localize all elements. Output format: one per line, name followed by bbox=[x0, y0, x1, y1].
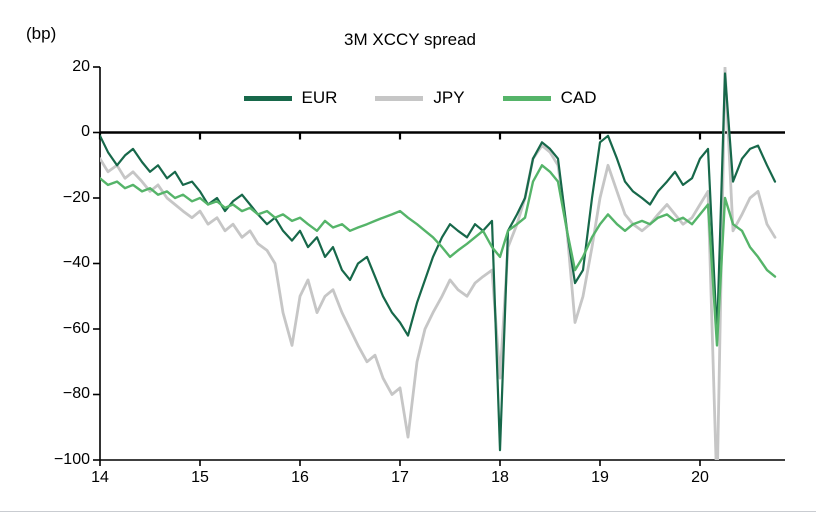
jpy-line-swatch bbox=[375, 95, 424, 101]
eur-line bbox=[100, 72, 777, 452]
y-tick-label: 20 bbox=[72, 58, 90, 75]
series-lines bbox=[100, 67, 777, 460]
y-axis-unit-label: (bp) bbox=[26, 24, 57, 43]
cad-line bbox=[100, 164, 777, 347]
eur-line-swatch bbox=[243, 95, 292, 101]
legend-item-jpy: JPY bbox=[375, 88, 465, 108]
legend-label-jpy: JPY bbox=[433, 88, 465, 107]
y-tick-label: 0 bbox=[81, 123, 90, 140]
x-tick-label: 16 bbox=[291, 469, 309, 486]
y-tick-label: −80 bbox=[62, 385, 90, 402]
cad-line-swatch bbox=[502, 95, 551, 101]
y-tick-label: −100 bbox=[53, 451, 90, 468]
axes bbox=[93, 66, 785, 466]
legend-item-eur: EUR bbox=[243, 88, 338, 108]
x-tick-label: 20 bbox=[691, 469, 709, 486]
chart-title: 3M XCCY spread bbox=[344, 30, 476, 49]
y-tick-label: −20 bbox=[62, 189, 90, 206]
page-divider bbox=[0, 511, 816, 512]
jpy-line bbox=[100, 67, 777, 460]
legend-item-cad: CAD bbox=[502, 88, 597, 108]
x-tick-label: 18 bbox=[491, 469, 509, 486]
x-tick-label: 19 bbox=[591, 469, 609, 486]
y-tick-label: −40 bbox=[62, 254, 90, 271]
y-tick-label: −60 bbox=[62, 320, 90, 337]
legend-label-cad: CAD bbox=[560, 88, 597, 107]
x-tick-label: 15 bbox=[191, 469, 209, 486]
x-tick-label: 14 bbox=[91, 469, 109, 486]
legend-label-eur: EUR bbox=[301, 88, 338, 107]
x-tick-label: 17 bbox=[391, 469, 409, 486]
chart-legend: EUR JPY CAD bbox=[120, 88, 720, 108]
